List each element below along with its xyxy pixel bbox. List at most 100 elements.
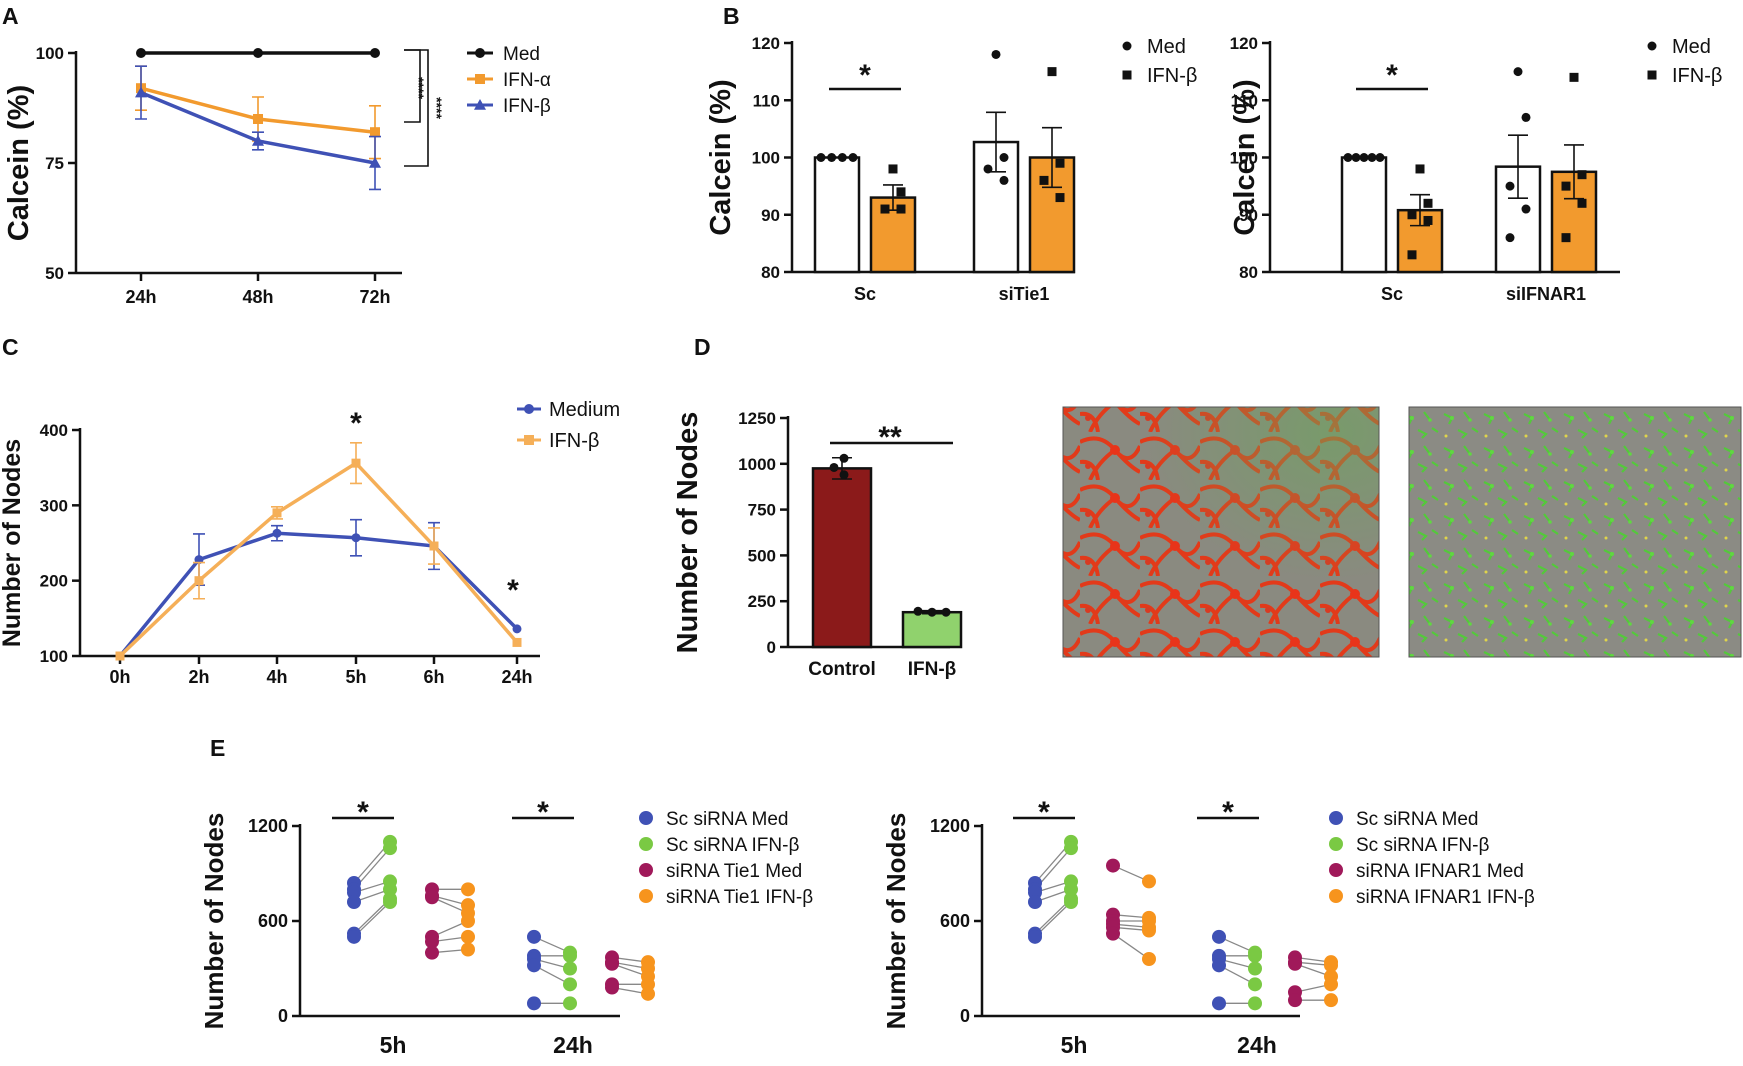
chart-panel-a: 50 75 100 Calcein (%) 24h 48h 72h Med IFN-α IFN-β… <box>3 44 551 307</box>
data-point <box>1513 67 1523 77</box>
legend-label: Sc siRNA IFN-β <box>666 835 799 856</box>
legend-label: Sc siRNA Med <box>666 809 788 830</box>
legend-marker <box>639 863 653 877</box>
data-point <box>927 607 937 617</box>
data-point <box>527 929 541 944</box>
x-tick-label: IFN-β <box>908 659 957 680</box>
data-point <box>272 528 282 538</box>
legend-marker <box>475 48 485 58</box>
data-point <box>1577 170 1587 180</box>
data-point <box>1324 958 1338 973</box>
pair-line <box>1112 933 1150 960</box>
data-point <box>347 929 361 944</box>
y-tick-label: 120 <box>1230 34 1258 53</box>
y-axis-label: Calcein (%) <box>705 79 737 235</box>
data-point <box>641 986 655 1001</box>
data-point <box>1055 158 1065 168</box>
legend-marker <box>1329 863 1343 877</box>
data-point <box>272 508 282 518</box>
data-point <box>1028 929 1042 944</box>
data-point <box>563 961 577 976</box>
data-point <box>839 453 849 463</box>
data-point <box>1407 250 1417 260</box>
data-point <box>347 895 361 909</box>
data-point <box>1521 204 1531 214</box>
legend-marker <box>524 435 534 445</box>
data-point <box>1367 153 1377 162</box>
x-tick-label: 48h <box>242 287 273 307</box>
data-point <box>1351 153 1361 162</box>
legend-label: IFN-β <box>503 96 551 117</box>
data-point <box>1055 193 1065 203</box>
data-point <box>999 175 1009 185</box>
legend-label: Med <box>1672 36 1711 58</box>
legend-marker <box>639 889 653 903</box>
data-point <box>1423 215 1433 225</box>
bar-Med <box>1340 156 1388 274</box>
y-tick-label: 90 <box>761 206 780 225</box>
x-tick-label: siTie1 <box>999 284 1050 304</box>
x-tick-label: 5h <box>345 667 366 687</box>
x-tick-label: 24h <box>553 1032 593 1058</box>
legend-label: Sc siRNA Med <box>1356 809 1478 830</box>
y-tick-label: 250 <box>748 592 776 611</box>
data-point <box>1106 858 1120 873</box>
data-point <box>115 651 125 661</box>
x-tick-label: 2h <box>188 667 209 687</box>
data-point <box>605 956 619 971</box>
y-axis-label: Calcein (%) <box>3 85 35 241</box>
data-point <box>1324 993 1338 1008</box>
error-bar <box>1508 134 1528 199</box>
y-tick-label: 80 <box>761 263 780 282</box>
data-point <box>991 49 1001 59</box>
panel-label-e: E <box>210 735 225 761</box>
y-axis-label: Number of Nodes <box>0 439 26 647</box>
data-point <box>1212 958 1226 973</box>
data-point <box>941 607 951 617</box>
data-point <box>1106 926 1120 941</box>
data-point <box>880 204 890 214</box>
data-point <box>1212 996 1226 1011</box>
legend-label: IFN-β <box>1147 65 1197 87</box>
data-point <box>1569 72 1579 82</box>
chart-panel-b-tie1: 80 90 100 110 120 Calcein (%) Sc siTie1 * Med IFN-… <box>705 34 1197 304</box>
significance-label: * <box>1386 59 1398 92</box>
x-tick-label: 72h <box>359 287 390 307</box>
data-point <box>1505 233 1515 243</box>
data-point <box>351 533 361 543</box>
legend-marker <box>639 837 653 851</box>
legend-label: Med <box>1147 36 1186 58</box>
legend-label: siRNA IFNAR1 Med <box>1356 861 1524 882</box>
error-bar <box>1410 193 1430 227</box>
data-point <box>1561 181 1571 191</box>
y-tick-label: 110 <box>753 91 780 110</box>
data-point <box>1324 977 1338 992</box>
data-point <box>1521 112 1531 122</box>
data-point <box>425 890 439 905</box>
data-point <box>253 48 263 58</box>
data-point <box>1561 233 1571 243</box>
legend-marker <box>1329 811 1343 825</box>
y-tick-label: 500 <box>748 546 776 565</box>
chart-panel-e-ifnar1: 0 600 1200 Number of Nodes 5h 24h * * Sc siRNA M… <box>881 796 1535 1058</box>
y-tick-label: 0 <box>278 1006 288 1026</box>
y-tick-label: 400 <box>40 421 68 440</box>
x-tick-label: 24h <box>501 667 532 687</box>
x-tick-label: Sc <box>1381 284 1403 304</box>
data-point <box>827 153 837 162</box>
data-point <box>1212 929 1226 944</box>
y-tick-label: 1200 <box>930 816 970 836</box>
data-point <box>896 204 906 214</box>
legend-label: siRNA IFNAR1 IFN-β <box>1356 887 1535 908</box>
y-tick-label: 300 <box>40 496 68 515</box>
legend-label: IFN-α <box>503 70 551 91</box>
data-point <box>1359 153 1369 162</box>
y-tick-label: 1000 <box>738 455 776 474</box>
y-tick-label: 80 <box>1239 263 1258 282</box>
data-point <box>512 637 522 647</box>
data-point <box>1505 181 1515 191</box>
chart-panel-e-tie1: 0 600 1200 Number of Nodes 5h 24h * * Sc siRNA M… <box>199 796 813 1058</box>
data-point <box>369 157 381 168</box>
significance-label: * <box>1038 796 1050 829</box>
data-point <box>461 914 475 928</box>
